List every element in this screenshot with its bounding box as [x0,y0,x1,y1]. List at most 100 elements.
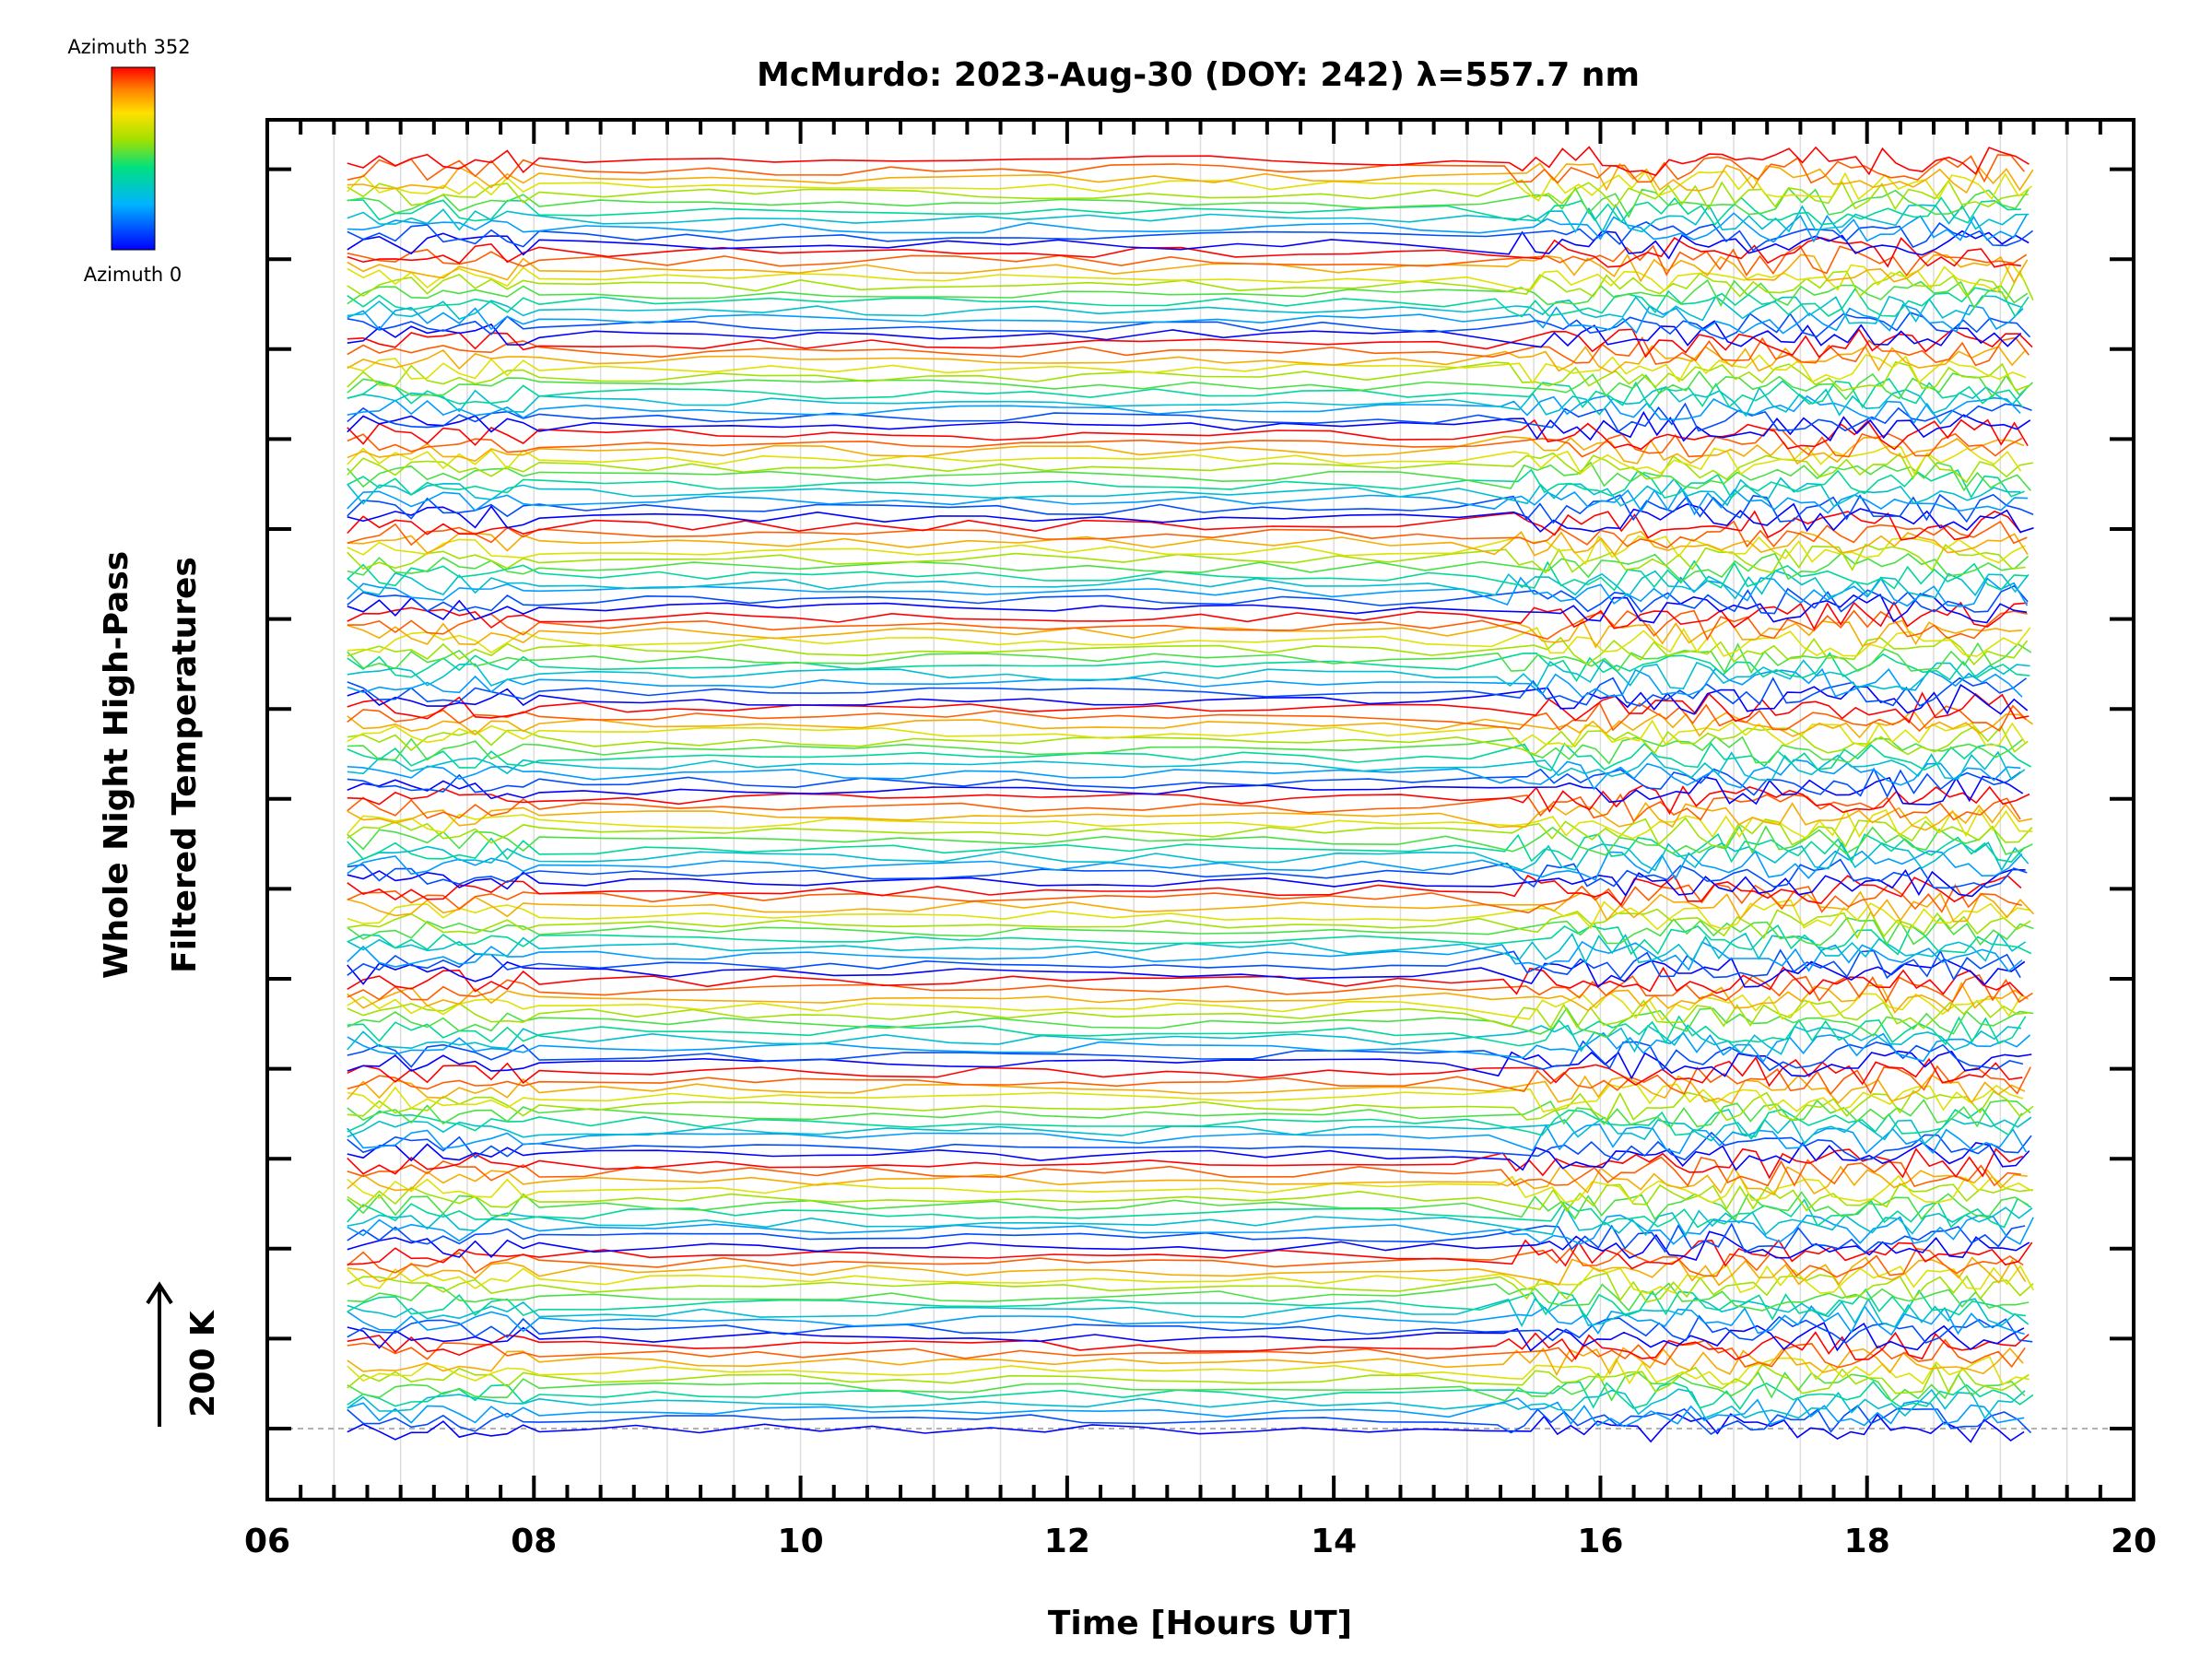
temperature-trace [347,982,2029,1015]
temperature-trace [347,832,2026,864]
temperature-trace [347,724,2029,756]
temperature-trace [347,461,2031,492]
temperature-trace [347,759,2021,791]
temperature-trace [347,973,2033,1004]
temperature-trace [347,146,2030,177]
temperature-trace [347,1388,2026,1420]
temperature-trace [347,428,2023,458]
temperature-trace [347,360,2030,392]
temperature-trace [347,370,2033,401]
temperature-trace [347,1089,2034,1122]
temperature-trace [347,735,2023,765]
temperature-trace [347,1264,2035,1295]
temperature-trace [347,1355,2030,1386]
temperature-trace [347,1164,2028,1196]
temperature-trace [347,312,2031,340]
temperature-trace [347,841,2030,872]
temperature-trace [347,1156,2021,1188]
x-tick-label: 12 [1044,1523,1090,1560]
temperature-trace [347,1282,2030,1312]
temperature-trace [347,883,2022,914]
temperature-trace [347,719,2027,748]
temperature-trace [347,667,2023,699]
temperature-trace [347,932,2027,965]
temperature-trace [347,899,2031,931]
temperature-trace [347,677,2027,707]
temperature-trace [347,1099,2031,1129]
scale-arrow-head [146,1281,173,1305]
temperature-trace [347,1065,2031,1096]
temperature-trace [347,345,2027,374]
temperature-trace [347,477,2021,508]
temperature-trace [347,1056,2023,1088]
temperature-trace [347,543,2026,574]
temperature-trace [347,328,2033,359]
temperature-trace [347,1288,2026,1321]
temperature-trace [347,948,2021,982]
temperature-trace [347,1322,2025,1352]
temperature-trace [347,999,2030,1030]
temperature-trace [347,502,2034,534]
temperature-trace [347,825,2033,856]
temperature-trace [347,1304,2025,1336]
temperature-trace [347,609,2028,641]
temperature-trace [347,559,2028,592]
temperature-trace [347,750,2026,782]
x-tick-label: 08 [511,1523,557,1560]
temperature-trace [347,1015,2027,1047]
temperature-trace [347,874,2022,906]
temperature-trace [347,570,2030,600]
temperature-trace [347,1331,2030,1360]
temperature-trace [347,377,2024,409]
x-tick-label: 10 [778,1523,824,1560]
temperature-trace [347,320,2022,348]
chart-title: McMurdo: 2023-Aug-30 (DOY: 242) λ=557.7 … [757,56,1640,94]
colorbar-gradient [111,66,156,251]
temperature-trace [347,966,2024,997]
temperature-trace [347,641,2032,675]
temperature-trace [347,1206,2033,1237]
temperature-trace [347,287,2030,318]
temperature-trace [347,154,2026,184]
y-axis-label-line2: Filtered Temperatures [166,557,204,973]
x-axis-label: Time [Hours UT] [1048,1605,1352,1642]
temperature-trace [347,784,2030,816]
traces [347,146,2035,1443]
temperature-trace [347,237,2021,268]
axis-ticks [265,120,2136,1500]
temperature-trace [347,229,2030,260]
temperature-trace [347,510,2022,541]
temperature-trace [347,452,2034,484]
temperature-trace [347,336,2030,367]
temperature-trace [347,584,2029,615]
temperature-trace [347,659,2030,690]
temperature-trace [347,385,2027,418]
temperature-trace [347,593,2028,624]
temperature-trace [347,1107,2023,1138]
x-tick-label: 20 [2111,1523,2157,1560]
temperature-trace [347,435,2025,465]
temperature-trace [347,520,2028,549]
x-tick-label: 16 [1577,1523,1623,1560]
temperature-trace [347,1297,2030,1328]
temperature-trace [347,468,2025,500]
temperature-trace [347,817,2033,848]
scale-label: 200 K [184,1310,222,1418]
temperature-trace [347,1124,2028,1155]
temperature-trace [347,552,2030,582]
temperature-trace [347,186,2030,218]
x-tick-label: 18 [1844,1523,1890,1560]
temperature-trace [347,1396,2025,1428]
temperature-trace [347,486,2029,516]
temperature-trace [347,618,2023,649]
temperature-trace [347,601,2028,630]
temperature-trace [347,742,2031,772]
temperature-trace [347,179,2029,211]
temperature-trace [347,1024,2021,1055]
temperature-trace [347,204,2030,233]
temperature-trace [347,394,2021,425]
temperature-trace [347,1182,2034,1212]
temperature-trace [347,410,2031,442]
x-tick-label: 06 [244,1523,290,1560]
temperature-trace [347,1405,2032,1435]
